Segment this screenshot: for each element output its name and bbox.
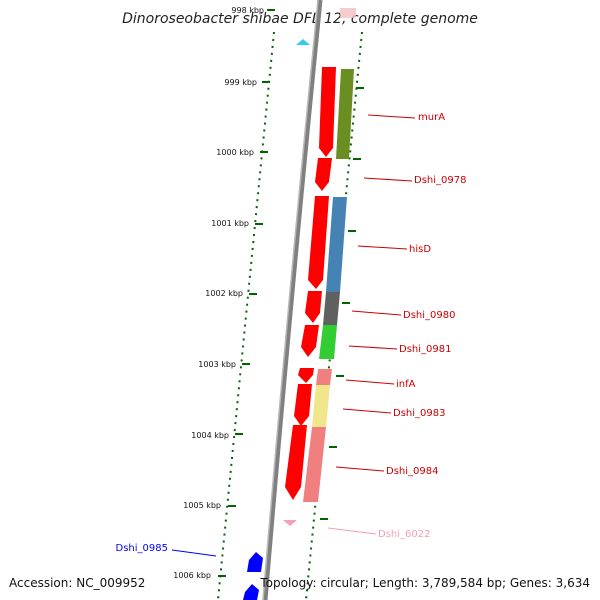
tick-label: 1002 kbp <box>205 289 243 298</box>
category-bar-hisD[interactable] <box>326 197 347 292</box>
tick-label: 999 kbp <box>224 78 257 87</box>
category-bar-Dshi_0980[interactable] <box>323 292 340 325</box>
tick-label: 1004 kbp <box>191 431 229 440</box>
tick-1003: 1003 kbp <box>198 360 250 369</box>
gene-label-Dshi_6022[interactable]: Dshi_6022 <box>378 529 430 540</box>
gene-label-hisD[interactable]: hisD <box>409 244 431 255</box>
gene-label-Dshi_0980[interactable]: Dshi_0980 <box>403 310 455 321</box>
tick-1006: 1006 kbp <box>173 571 226 580</box>
category-bar-murA[interactable] <box>336 69 354 159</box>
tick-label: 1000 kbp <box>216 148 254 157</box>
tick-label: 998 kbp <box>231 6 264 15</box>
category-track <box>303 69 354 502</box>
cds-arrow-Dshi_0984[interactable] <box>285 425 307 500</box>
leader-lines <box>171 114 416 557</box>
tick-group: 998 kbp 999 kbp 1000 kbp 1001 kbp 1002 k… <box>173 6 275 580</box>
tick-1004: 1004 kbp <box>191 431 243 440</box>
gene-arrow-next[interactable] <box>243 584 259 600</box>
tick-1000: 1000 kbp <box>216 148 268 157</box>
gene-label-murA[interactable]: murA <box>418 112 445 123</box>
gene-label-Dshi_0981[interactable]: Dshi_0981 <box>399 344 451 355</box>
cds-arrow-murA[interactable] <box>319 67 336 157</box>
category-bar-Dshi_0981[interactable] <box>319 325 337 359</box>
marker-triangle[interactable] <box>296 39 310 45</box>
category-bar-Dshi_0983[interactable] <box>312 385 330 427</box>
rna-feature-top[interactable] <box>340 8 356 18</box>
tick-label: 1003 kbp <box>198 360 236 369</box>
gene-label-Dshi_0983[interactable]: Dshi_0983 <box>393 408 445 419</box>
genome-backbone-highlight <box>262 0 319 600</box>
genome-backbone <box>262 0 323 600</box>
tick-label: 1005 kbp <box>183 501 221 510</box>
gene-label-Dshi_0984[interactable]: Dshi_0984 <box>386 466 438 477</box>
cds-track <box>285 67 336 500</box>
tick-label: 1006 kbp <box>173 571 211 580</box>
gene-arrow-Dshi_0985[interactable] <box>247 552 263 572</box>
accession-text: Accession: NC_009952 <box>9 576 146 590</box>
right-ticks <box>320 87 364 520</box>
tick-999: 999 kbp <box>224 78 270 87</box>
rna-arrow-Dshi_6022[interactable] <box>283 520 297 526</box>
genome-title: Dinoroseobacter shibae DFL 12, complete … <box>122 11 478 27</box>
cds-arrow-Dshi_0978[interactable] <box>315 158 332 191</box>
cds-arrow-hisD[interactable] <box>308 196 329 289</box>
gene-label-Dshi_0978[interactable]: Dshi_0978 <box>414 175 466 186</box>
topology-text: Topology: circular; Length: 3,789,584 bp… <box>260 576 590 590</box>
cds-arrow-Dshi_0980[interactable] <box>305 291 322 323</box>
tick-label: 1001 kbp <box>211 219 249 228</box>
tick-1002: 1002 kbp <box>205 289 257 298</box>
category-bar-Dshi_0984[interactable] <box>303 427 326 502</box>
category-bar-infA[interactable] <box>316 369 332 385</box>
tick-1005: 1005 kbp <box>183 501 236 510</box>
cds-arrow-Dshi_0981[interactable] <box>301 325 319 357</box>
gene-label-Dshi_0985[interactable]: Dshi_0985 <box>116 543 168 554</box>
cds-arrow-Dshi_0983[interactable] <box>294 384 312 426</box>
gene-label-infA[interactable]: infA <box>396 379 416 390</box>
left-tick-track <box>217 31 275 600</box>
tick-1001: 1001 kbp <box>211 219 263 228</box>
tick-998: 998 kbp <box>231 6 275 15</box>
cds-arrow-infA[interactable] <box>298 368 314 383</box>
